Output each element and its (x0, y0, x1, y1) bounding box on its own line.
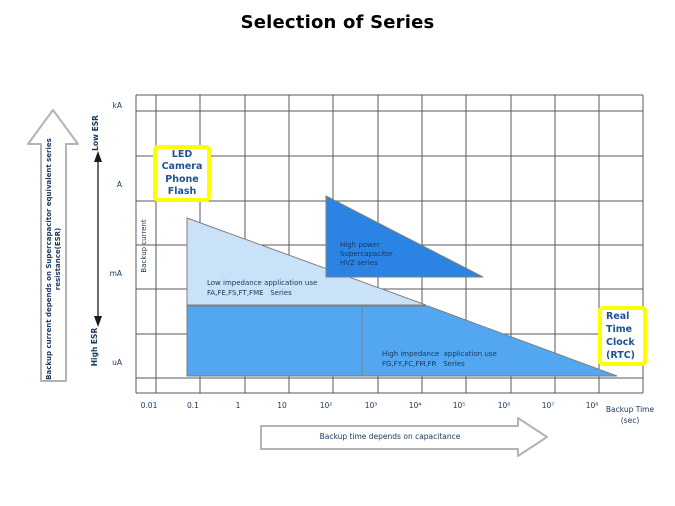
hvz-label-line3: HVZ series (340, 259, 378, 267)
callout-led-line1: LED (171, 148, 193, 160)
up-arrow-label-line1: Backup current depends on Supercapacitor… (45, 138, 53, 380)
x-tick: 10³ (364, 401, 378, 410)
high-impedance-label-line1: High impedance application use (382, 350, 497, 358)
x-tick: 10⁵ (452, 401, 466, 410)
hvz-label-line1: High power (340, 241, 380, 249)
x-tick: 10⁸ (585, 401, 599, 410)
esr-arrowhead-down-icon (94, 316, 102, 327)
x-axis-title-line2: (sec) (620, 416, 640, 425)
callout-rtc-line1: Real (606, 311, 630, 322)
esr-arrowhead-up-icon (94, 151, 102, 162)
y-unit-ka: kA (112, 101, 122, 110)
low-impedance-label-line1: Low impedance application use (207, 279, 318, 287)
up-arrow-label-line2: resistance(ESR) (54, 227, 62, 291)
y-axis-label: Backup current (140, 219, 148, 273)
region-high-impedance (186, 305, 618, 377)
high-esr-label: High ESR (90, 327, 99, 367)
x-tick: 10⁶ (497, 401, 511, 410)
y-unit-ma: mA (109, 269, 122, 278)
callout-led: LED Camera Phone Flash (153, 145, 211, 202)
low-impedance-label-line2: FA,FE,FS,FT,FME Series (207, 289, 292, 297)
up-arrow-label: Backup current depends on Supercapacitor… (45, 134, 63, 384)
callout-rtc-line4: (RTC) (606, 350, 636, 361)
y-unit-a: A (116, 180, 122, 189)
x-axis-title-line1: Backup Time (605, 405, 655, 414)
up-block-arrow (27, 109, 79, 382)
x-tick: 10⁴ (408, 401, 422, 410)
hvz-label-line2: Supercapacitor (340, 250, 393, 258)
callout-led-line4: Flash (167, 186, 197, 197)
bottom-arrow-label: Backup time depends on capacitance (319, 432, 461, 441)
high-impedance-label: High impedance application use FG,FY,FC,… (382, 349, 497, 369)
callout-led-line3: Phone (165, 173, 199, 185)
y-unit-ua: uA (112, 358, 122, 367)
right-block-arrow (260, 417, 548, 457)
hvz-label: High power Supercapacitor HVZ series (340, 241, 393, 268)
low-esr-label: Low ESR (91, 115, 100, 151)
x-tick: 1 (235, 401, 241, 410)
callout-rtc-line3: Clock (606, 337, 635, 348)
region-hvz (325, 195, 484, 278)
callout-rtc: Real Time Clock (RTC) (598, 306, 647, 366)
x-tick: 10⁷ (541, 401, 555, 410)
region-low-impedance (186, 217, 427, 306)
low-impedance-label: Low impedance application use FA,FE,FS,F… (207, 278, 317, 298)
callout-rtc-line2: Time (606, 324, 633, 335)
x-tick: 0.1 (187, 401, 199, 410)
x-tick: 10 (277, 401, 287, 410)
callout-led-line2: Camera (161, 161, 203, 172)
x-tick: 0.01 (140, 401, 158, 410)
high-impedance-label-line2: FG,FY,FC,FM,FR Series (382, 360, 465, 368)
x-tick: 10² (319, 401, 333, 410)
x-axis-title: Backup Time (sec) (598, 404, 662, 426)
page-title: Selection of Series (240, 12, 435, 33)
